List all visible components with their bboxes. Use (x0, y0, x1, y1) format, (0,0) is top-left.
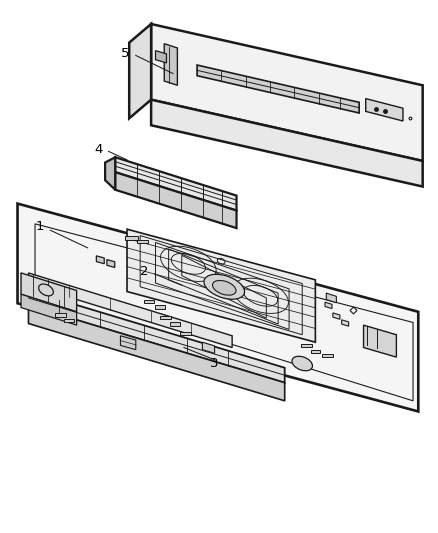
Polygon shape (202, 342, 215, 353)
Polygon shape (333, 313, 340, 319)
Polygon shape (366, 99, 403, 121)
Polygon shape (55, 313, 66, 317)
Polygon shape (160, 316, 171, 319)
Polygon shape (127, 229, 315, 342)
Polygon shape (144, 300, 154, 303)
Text: 2: 2 (140, 265, 149, 278)
Polygon shape (18, 204, 418, 411)
Polygon shape (311, 350, 320, 353)
Polygon shape (96, 256, 104, 264)
Polygon shape (107, 260, 115, 268)
Polygon shape (325, 302, 332, 309)
Polygon shape (170, 322, 180, 326)
Polygon shape (115, 172, 237, 228)
Polygon shape (21, 294, 77, 325)
Polygon shape (137, 240, 148, 244)
Ellipse shape (204, 274, 244, 299)
Polygon shape (364, 325, 396, 357)
Polygon shape (151, 24, 423, 161)
Ellipse shape (39, 284, 53, 296)
Polygon shape (155, 51, 166, 63)
Text: 3: 3 (210, 357, 219, 370)
Polygon shape (164, 44, 177, 85)
Polygon shape (342, 320, 349, 326)
Ellipse shape (212, 280, 236, 295)
Polygon shape (322, 354, 333, 358)
Polygon shape (120, 336, 136, 350)
Polygon shape (21, 273, 77, 312)
Polygon shape (180, 332, 191, 335)
Text: 1: 1 (35, 220, 44, 233)
Polygon shape (125, 236, 138, 240)
Polygon shape (115, 157, 237, 211)
Polygon shape (28, 305, 285, 401)
Polygon shape (326, 293, 336, 303)
Polygon shape (105, 157, 115, 190)
Text: 4: 4 (94, 143, 103, 156)
Polygon shape (28, 290, 285, 383)
Polygon shape (197, 65, 359, 113)
Ellipse shape (292, 356, 312, 371)
Polygon shape (64, 319, 74, 322)
Polygon shape (129, 24, 151, 118)
Polygon shape (151, 100, 423, 187)
Polygon shape (301, 344, 312, 348)
Polygon shape (155, 305, 165, 309)
Text: 5: 5 (120, 47, 129, 60)
Polygon shape (28, 273, 232, 348)
